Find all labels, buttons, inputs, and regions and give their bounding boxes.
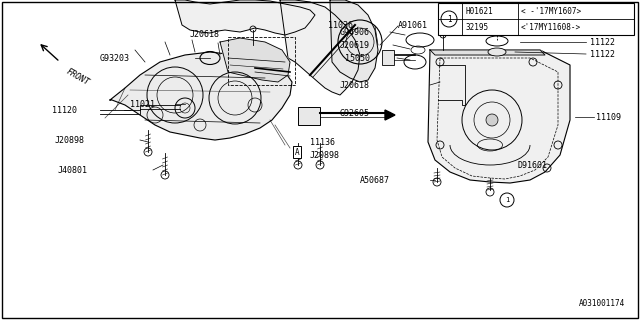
Bar — [298, 107, 320, 125]
Polygon shape — [428, 50, 570, 183]
Text: A: A — [495, 18, 499, 27]
Bar — [382, 50, 394, 65]
Text: <'17MY11608->: <'17MY11608-> — [521, 22, 581, 31]
Text: J20619: J20619 — [340, 41, 370, 50]
Text: G93203: G93203 — [100, 53, 130, 62]
Polygon shape — [330, 0, 378, 82]
Text: G94906: G94906 — [340, 28, 370, 36]
Text: 11122: 11122 — [590, 37, 615, 46]
Text: 11036: 11036 — [328, 20, 353, 29]
Text: A031001174: A031001174 — [579, 299, 625, 308]
Text: D91601: D91601 — [518, 161, 548, 170]
Ellipse shape — [488, 48, 506, 56]
Polygon shape — [280, 0, 360, 95]
Polygon shape — [110, 52, 292, 140]
Text: FRONT: FRONT — [65, 67, 91, 87]
Circle shape — [486, 114, 498, 126]
Text: 1: 1 — [505, 197, 509, 203]
Text: J20618: J20618 — [340, 81, 370, 90]
Text: J40801: J40801 — [58, 165, 88, 174]
Polygon shape — [220, 38, 290, 82]
Text: A: A — [294, 148, 300, 156]
Text: H01621: H01621 — [465, 6, 493, 15]
Polygon shape — [430, 50, 545, 55]
Text: 11109: 11109 — [596, 113, 621, 122]
Text: J20618: J20618 — [190, 29, 220, 38]
Text: J20898: J20898 — [55, 135, 85, 145]
Text: 11136: 11136 — [310, 138, 335, 147]
Polygon shape — [175, 0, 315, 35]
Text: A91061: A91061 — [398, 20, 428, 29]
Text: 11120: 11120 — [52, 106, 77, 115]
Text: A50687: A50687 — [360, 175, 390, 185]
Text: < -'17MY1607>: < -'17MY1607> — [521, 6, 581, 15]
Text: G92605: G92605 — [340, 108, 370, 117]
Text: 11021: 11021 — [130, 100, 155, 108]
Text: 11122: 11122 — [590, 50, 615, 59]
Text: J20898: J20898 — [310, 150, 340, 159]
Text: 1: 1 — [447, 14, 451, 23]
Text: 32195: 32195 — [465, 22, 488, 31]
Bar — [438, 3, 634, 35]
Text: 15050: 15050 — [345, 53, 370, 62]
Polygon shape — [385, 110, 395, 120]
